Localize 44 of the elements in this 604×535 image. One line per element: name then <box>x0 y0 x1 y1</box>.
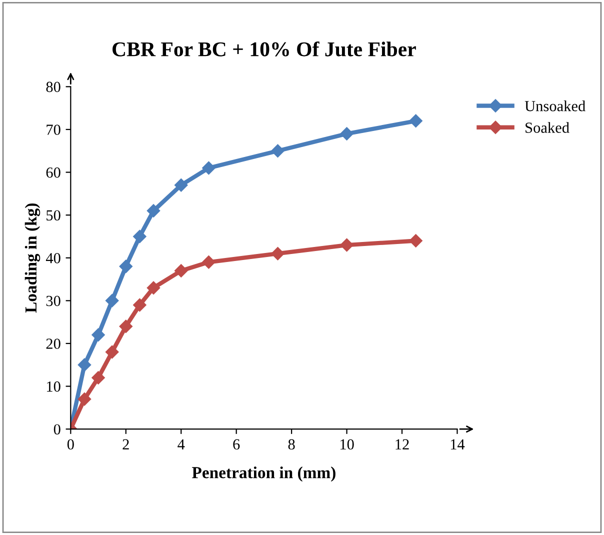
legend-label: Unsoaked <box>524 100 586 112</box>
x-axis-title: Penetration in (mm) <box>192 466 336 482</box>
y-tick-label: 30 <box>46 296 60 306</box>
point <box>202 256 216 269</box>
point <box>146 281 160 294</box>
y-tick-label: 60 <box>46 167 60 178</box>
legend-label: Soaked <box>526 122 570 133</box>
point <box>174 264 188 278</box>
x-tick-label: 6 <box>233 439 240 450</box>
point <box>271 144 284 158</box>
point <box>340 127 354 140</box>
x-tick-label: 10 <box>340 439 354 450</box>
y-axis-title: Loading in (kg) <box>24 203 40 313</box>
point <box>340 238 354 252</box>
chart-title: CBR For BC + 10% Of Jute Fiber <box>112 41 416 56</box>
point <box>106 294 119 308</box>
point <box>133 298 146 312</box>
point <box>409 114 422 128</box>
point <box>202 161 216 175</box>
point <box>119 320 132 333</box>
y-tick-label: 40 <box>46 253 60 264</box>
point <box>78 358 92 372</box>
y-tick-label: 50 <box>46 210 60 221</box>
x-tick-label: 4 <box>178 439 185 450</box>
x-tick-label: 14 <box>450 439 465 450</box>
y-tick-label: 80 <box>46 82 60 92</box>
point <box>133 230 146 244</box>
y-tick-label: 20 <box>46 338 60 349</box>
x-tick-label: 8 <box>288 439 295 450</box>
point <box>174 178 188 192</box>
point <box>409 234 422 248</box>
point <box>92 328 105 342</box>
x-tick-label: 12 <box>396 439 409 450</box>
y-tick-label: 10 <box>47 381 60 392</box>
point <box>146 204 160 218</box>
x-tick-label: 0 <box>67 439 74 450</box>
y-tick-label: 0 <box>54 424 60 435</box>
x-tick-label: 2 <box>122 439 129 450</box>
point <box>271 247 284 260</box>
point <box>92 371 105 384</box>
point <box>106 345 119 359</box>
y-tick-label: 70 <box>46 124 60 135</box>
point <box>78 392 92 406</box>
point <box>119 260 132 274</box>
